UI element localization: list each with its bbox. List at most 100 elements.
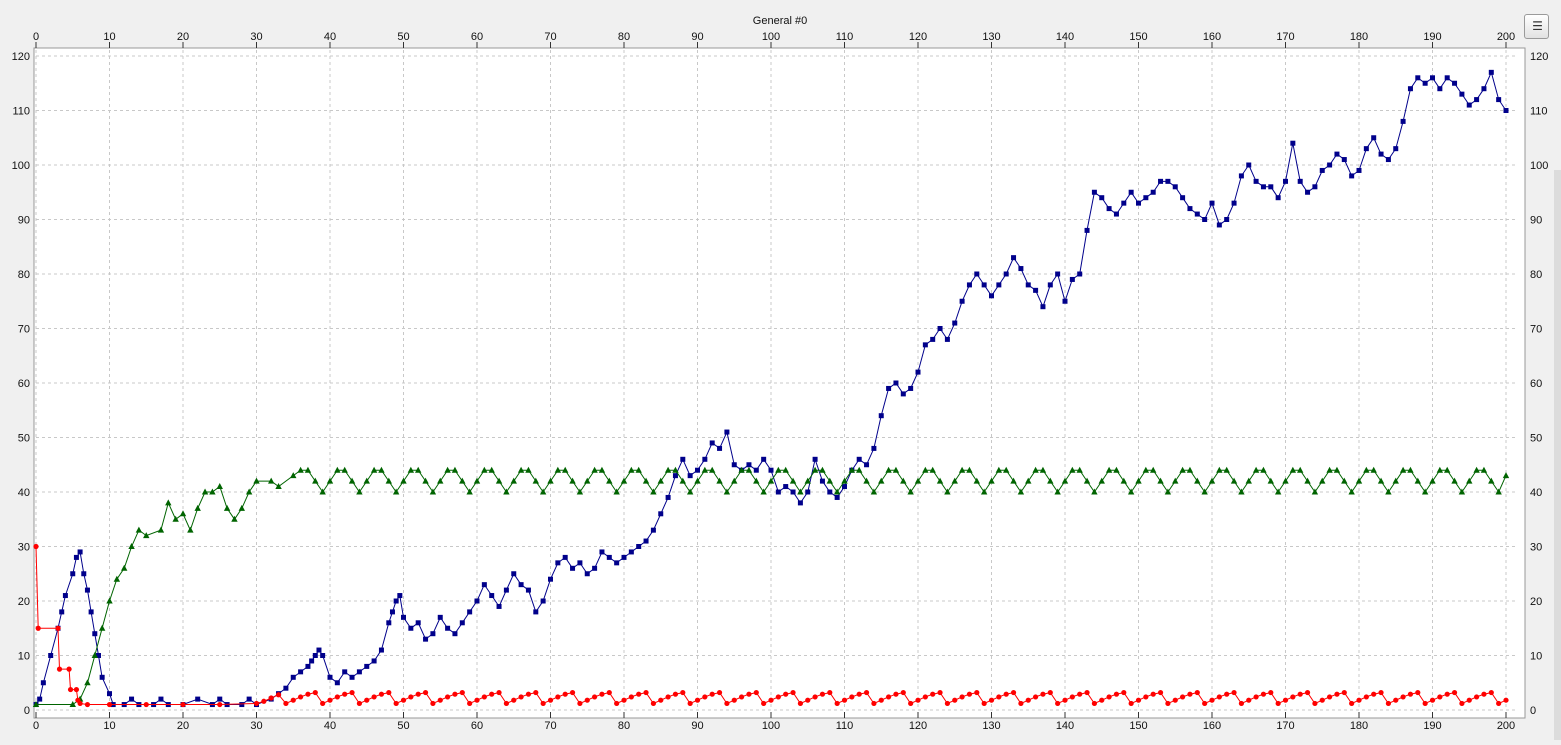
- data-point: [401, 614, 406, 620]
- x-tick-label-top: 120: [909, 31, 927, 43]
- x-tick-label-top: 0: [33, 31, 39, 43]
- data-point: [606, 477, 613, 484]
- data-point: [283, 685, 289, 691]
- data-point: [598, 466, 606, 473]
- data-point: [496, 603, 502, 609]
- data-point: [1165, 178, 1171, 184]
- x-tick-label-bottom: 90: [691, 720, 703, 732]
- data-point: [900, 689, 906, 696]
- data-point: [1304, 477, 1311, 484]
- data-point: [452, 631, 458, 637]
- data-point: [540, 598, 546, 604]
- data-point: [1143, 195, 1149, 201]
- data-point: [1297, 691, 1303, 697]
- data-point: [1319, 167, 1325, 173]
- data-point: [378, 647, 384, 653]
- data-point: [423, 636, 429, 642]
- data-point: [489, 593, 495, 599]
- data-point: [1143, 694, 1149, 700]
- data-point: [1047, 282, 1053, 288]
- data-point: [1069, 466, 1076, 473]
- data-point: [1142, 466, 1150, 473]
- data-point: [1437, 86, 1443, 92]
- data-point: [819, 691, 826, 697]
- chart-title: General #0: [753, 15, 807, 27]
- data-point: [389, 609, 395, 615]
- data-point: [1172, 697, 1178, 703]
- data-point: [195, 696, 201, 702]
- data-point: [1503, 697, 1509, 703]
- data-point: [1106, 206, 1112, 212]
- data-point: [1062, 298, 1068, 304]
- data-point: [680, 456, 686, 462]
- data-point: [665, 494, 671, 500]
- data-point: [1047, 689, 1053, 696]
- data-point: [1480, 466, 1488, 473]
- data-point: [1025, 697, 1031, 703]
- data-point: [451, 466, 459, 473]
- data-point: [702, 694, 708, 700]
- data-point: [385, 477, 392, 484]
- data-point: [349, 674, 355, 680]
- data-point: [745, 466, 753, 473]
- data-point: [812, 694, 818, 700]
- data-point: [73, 554, 79, 560]
- data-point: [1216, 222, 1222, 228]
- data-point: [1319, 697, 1325, 703]
- data-point: [1393, 146, 1399, 152]
- data-point: [180, 701, 186, 708]
- chart-menu-button[interactable]: ☰: [1524, 14, 1549, 39]
- data-point: [657, 477, 664, 484]
- data-point: [437, 614, 443, 620]
- data-point: [716, 689, 723, 696]
- data-point: [893, 380, 899, 386]
- data-point: [430, 700, 436, 707]
- x-tick-label-bottom: 50: [397, 720, 409, 732]
- y-tick-label-left: 120: [12, 51, 30, 63]
- data-point: [1121, 200, 1127, 206]
- data-point: [1267, 477, 1274, 484]
- data-point: [73, 686, 80, 693]
- data-point: [767, 477, 775, 484]
- data-point: [1121, 689, 1127, 696]
- data-point: [1275, 195, 1281, 201]
- data-point: [246, 696, 252, 702]
- data-point: [929, 466, 936, 473]
- data-point: [996, 282, 1002, 288]
- data-point: [106, 701, 113, 708]
- y-tick-label-right: 80: [1530, 269, 1542, 281]
- data-point: [1421, 488, 1429, 495]
- data-point: [1128, 700, 1134, 707]
- data-point: [1025, 282, 1031, 288]
- data-point: [996, 694, 1002, 700]
- data-point: [768, 697, 774, 703]
- data-point: [1099, 195, 1105, 201]
- data-point: [1327, 162, 1333, 168]
- x-tick-label-bottom: 130: [982, 720, 1000, 732]
- data-point: [1083, 477, 1091, 484]
- data-point: [253, 700, 260, 707]
- data-point: [937, 689, 943, 696]
- data-point: [326, 477, 334, 484]
- data-point: [128, 543, 135, 549]
- data-point: [1017, 488, 1025, 495]
- x-tick-label-bottom: 40: [324, 720, 336, 732]
- data-point: [459, 689, 465, 696]
- data-point: [1502, 472, 1510, 479]
- data-point: [1496, 700, 1502, 707]
- data-point: [562, 691, 568, 697]
- data-point: [1099, 697, 1105, 703]
- data-point: [88, 609, 94, 615]
- x-tick-label-top: 170: [1276, 31, 1294, 43]
- data-point: [77, 549, 83, 555]
- data-point: [55, 625, 61, 631]
- data-point: [761, 456, 767, 462]
- data-point: [312, 477, 319, 484]
- data-point: [642, 477, 650, 484]
- data-point: [848, 466, 856, 473]
- data-point: [1326, 466, 1333, 473]
- data-point: [723, 488, 731, 495]
- data-point: [290, 674, 296, 680]
- scrollbar[interactable]: [1554, 170, 1561, 740]
- data-point: [1039, 466, 1047, 473]
